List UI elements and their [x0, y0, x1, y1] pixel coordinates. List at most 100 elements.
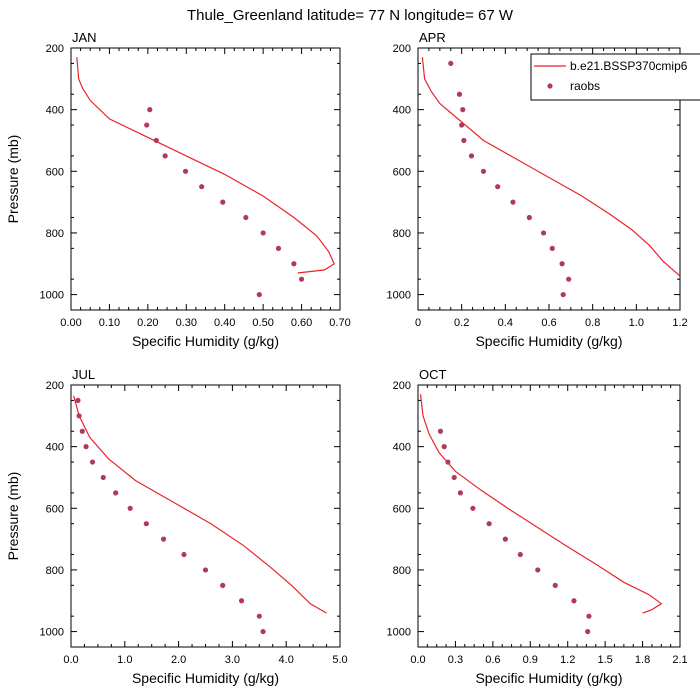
x-tick-label: 1.0 [117, 654, 132, 666]
data-point-raobs [586, 613, 592, 619]
data-point-raobs [256, 613, 262, 619]
x-tick-label: 0.00 [60, 317, 81, 329]
data-point-raobs [540, 230, 547, 236]
data-point-raobs [298, 276, 305, 282]
legend: b.e21.BSSP370cmip6 raobs [530, 53, 700, 101]
panel-title: JAN [72, 30, 97, 45]
data-point-raobs [182, 168, 189, 174]
legend-label-model: b.e21.BSSP370cmip6 [570, 59, 688, 73]
data-point-raobs [510, 199, 516, 205]
x-tick-label: 0.0 [410, 654, 425, 666]
x-tick-label: 0.20 [137, 317, 158, 329]
data-point-raobs [468, 153, 475, 159]
y-tick-label: 1000 [40, 290, 64, 302]
y-tick-label: 200 [393, 380, 411, 392]
y-tick-label: 200 [46, 43, 64, 55]
data-point-raobs [199, 184, 205, 190]
figure-title: Thule_Greenland latitude= 77 N longitude… [187, 7, 514, 24]
x-tick-label: 0 [415, 317, 421, 329]
x-axis-label: Specific Humidity (g/kg) [475, 670, 622, 686]
x-tick-label: 0.4 [498, 317, 513, 329]
series-line-model [421, 57, 681, 277]
data-point-raobs [100, 474, 106, 481]
x-tick-label: 0.60 [291, 317, 312, 329]
data-point-raobs [243, 214, 249, 221]
x-tick-label: 0.30 [176, 317, 197, 329]
data-point-raobs [470, 505, 476, 511]
series-line-model [73, 395, 327, 614]
data-point-raobs [160, 536, 167, 542]
x-tick-label: 3.0 [225, 654, 240, 666]
panel-jul: JUL 0.0 1.0 2.0 3.0 4.0 5.0 200 400 600 800 1000 Spe… [5, 367, 348, 686]
series-line-model [76, 57, 335, 274]
data-point-raobs [260, 230, 266, 236]
data-point-raobs [495, 184, 501, 190]
data-point-raobs [79, 428, 85, 434]
x-tick-label: 0.0 [63, 654, 78, 666]
y-tick-label: 1000 [387, 627, 411, 639]
data-point-raobs [502, 536, 508, 542]
panel-title: OCT [419, 367, 447, 382]
data-point-raobs [220, 199, 226, 205]
data-point-raobs [566, 276, 572, 282]
data-point-raobs [560, 291, 566, 298]
legend-box [530, 53, 700, 101]
x-tick-label: 2.1 [672, 654, 687, 666]
y-tick-label: 400 [46, 442, 64, 454]
plot-frame [417, 384, 681, 648]
x-tick-label: 0.6 [485, 654, 500, 666]
x-tick-label: 1.2 [672, 317, 687, 329]
series-line-model [419, 394, 663, 614]
x-tick-label: 0.70 [329, 317, 350, 329]
data-point-raobs [291, 261, 297, 267]
data-point-raobs [89, 459, 96, 465]
panel-title: APR [419, 30, 446, 45]
x-tick-label: 5.0 [332, 654, 347, 666]
data-point-raobs [275, 245, 282, 251]
y-tick-label: 800 [46, 228, 64, 240]
data-point-raobs [127, 505, 133, 511]
data-point-raobs [143, 521, 149, 527]
data-point-raobs [162, 153, 168, 159]
x-axis-label: Specific Humidity (g/kg) [132, 670, 279, 686]
y-tick-label: 1000 [387, 290, 411, 302]
y-axis-label: Pressure (mb) [5, 135, 21, 224]
x-tick-label: 0.3 [448, 654, 463, 666]
legend-marker-swatch [547, 83, 553, 89]
data-point-raobs [517, 551, 523, 558]
y-tick-label: 800 [46, 565, 64, 577]
data-point-raobs [238, 598, 245, 604]
plot-frame [70, 384, 341, 648]
y-tick-label: 400 [393, 442, 411, 454]
data-point-raobs [535, 567, 541, 573]
data-point-raobs [153, 137, 159, 144]
data-point-raobs [441, 444, 447, 450]
x-tick-label: 1.5 [597, 654, 612, 666]
data-point-raobs [480, 168, 487, 174]
x-axis-label: Specific Humidity (g/kg) [132, 333, 279, 349]
data-point-raobs [83, 444, 89, 450]
panel-jan: JAN 0.00 0.10 0.20 0.30 0.40 0.50 0.60 0.70 200 40… [5, 30, 351, 349]
data-point-raobs [460, 107, 466, 113]
y-tick-label: 400 [393, 105, 411, 117]
y-tick-label: 1000 [40, 627, 64, 639]
data-point-raobs [461, 137, 467, 144]
x-tick-label: 0.2 [454, 317, 469, 329]
data-point-raobs [181, 551, 187, 558]
panel-apr: APR 0 0.2 0.4 0.6 0.8 1.0 1.2 200 400 600 800 1000 Sp… [387, 30, 688, 349]
panel-oct: OCT 0.0 0.3 0.6 0.9 1.2 1.5 1.8 2.1 200 400 600 800 1… [387, 367, 688, 686]
y-tick-label: 400 [46, 105, 64, 117]
x-tick-label: 0.8 [585, 317, 600, 329]
data-point-raobs [585, 628, 591, 635]
x-tick-label: 1.0 [629, 317, 644, 329]
data-point-raobs [256, 291, 262, 298]
data-point-raobs [459, 122, 465, 128]
data-point-raobs [526, 214, 532, 221]
x-tick-label: 2.0 [171, 654, 186, 666]
x-tick-label: 0.9 [523, 654, 538, 666]
y-tick-label: 600 [46, 166, 64, 178]
y-tick-label: 800 [393, 565, 411, 577]
data-point-raobs [113, 490, 119, 496]
